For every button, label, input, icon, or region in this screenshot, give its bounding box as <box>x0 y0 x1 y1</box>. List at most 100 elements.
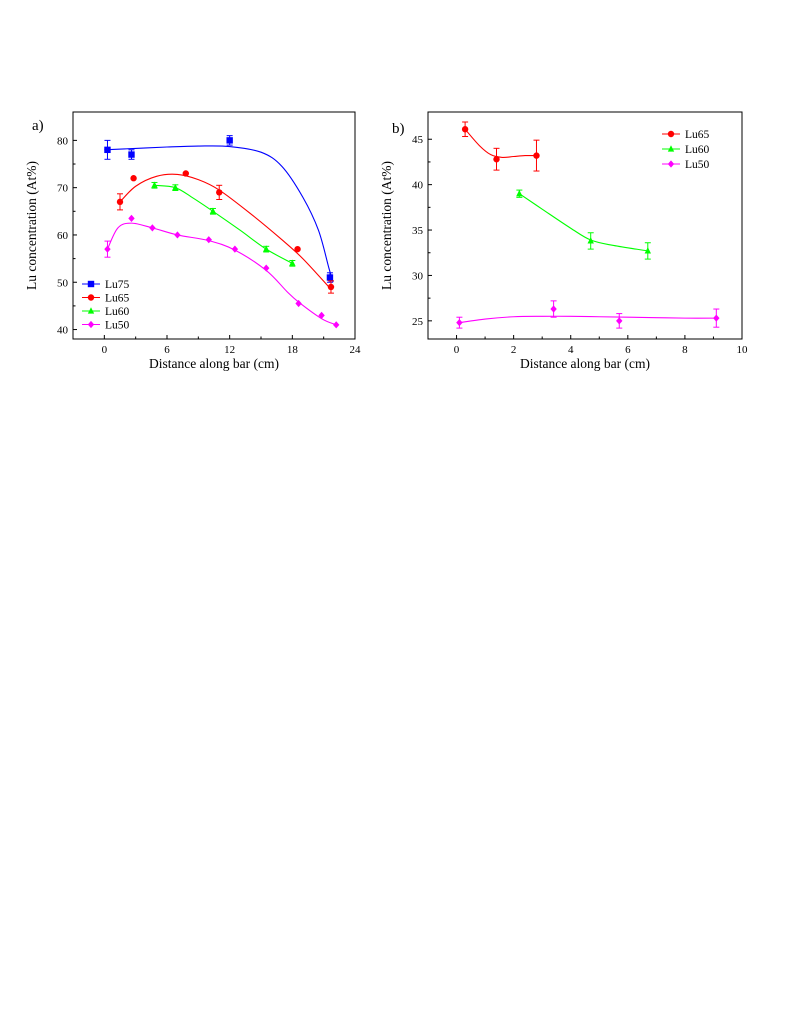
y-tick-label: 50 <box>57 277 69 289</box>
legend-marker <box>87 307 95 314</box>
legend-marker <box>87 320 95 329</box>
x-tick-label: 18 <box>287 344 299 356</box>
fit-curve-lu60 <box>154 184 293 264</box>
chart-panel-b: 0 2 4 6 8 10 25 30 35 40 45 Distance along bar (cm)… <box>379 111 748 371</box>
data-point-lu50 <box>550 305 557 313</box>
series-lu65 <box>461 121 540 172</box>
legend-entry-lu50: Lu50 <box>662 159 710 171</box>
data-point-lu60 <box>289 259 296 266</box>
x-tick-label: 2 <box>511 344 517 356</box>
data-point-lu75 <box>226 137 233 144</box>
data-point-lu60 <box>263 245 270 252</box>
fit-curve-lu50 <box>106 222 337 326</box>
data-point-lu60 <box>516 189 523 197</box>
y-tick-label: 80 <box>57 135 69 147</box>
data-point-lu50 <box>104 245 111 253</box>
y-tick-label: 40 <box>412 180 424 192</box>
panel-label: a) <box>32 118 44 134</box>
legend-entry-lu60: Lu60 <box>662 144 710 156</box>
data-point-lu60 <box>172 183 179 191</box>
fit-curve-lu75 <box>104 145 334 283</box>
fit-curve-lu65 <box>464 128 537 159</box>
data-point-lu50 <box>174 231 181 239</box>
legend-marker <box>87 280 95 288</box>
legend-label: Lu50 <box>105 320 130 332</box>
plot-frame <box>427 111 743 340</box>
x-axis-label: Distance along bar (cm) <box>520 356 650 371</box>
y-tick-label: 30 <box>412 270 424 282</box>
legend-label: Lu65 <box>105 293 130 305</box>
legend-marker <box>87 294 95 301</box>
fit-curve-lu60 <box>519 193 648 252</box>
legend-label: Lu60 <box>685 144 710 156</box>
x-tick-label: 4 <box>568 344 574 356</box>
legend-entry-lu50: Lu50 <box>82 320 130 332</box>
x-axis-label: Distance along bar (cm) <box>149 356 279 371</box>
data-point-lu60 <box>209 207 217 214</box>
chart-panel-a: 0 6 12 18 24 40 50 60 70 80 Distance along bar (cm… <box>24 111 362 371</box>
x-tick-label: 12 <box>224 344 235 356</box>
x-tick-label: 8 <box>682 344 688 356</box>
data-point-lu65 <box>533 152 540 159</box>
legend-entry-lu60: Lu60 <box>82 306 130 318</box>
x-tick-label: 0 <box>454 344 460 356</box>
legend-label: Lu75 <box>105 279 130 291</box>
y-tick-label: 25 <box>412 316 424 328</box>
data-point-lu65 <box>461 126 469 133</box>
data-point-lu65 <box>493 156 500 163</box>
data-point-lu60 <box>587 237 594 244</box>
legend-marker <box>667 145 675 152</box>
data-point-lu50 <box>333 321 340 329</box>
legend-entry-lu65: Lu65 <box>662 129 710 141</box>
data-point-lu50 <box>318 311 325 319</box>
data-point-lu50 <box>263 264 270 272</box>
data-point-lu50 <box>205 236 212 244</box>
data-point-lu65 <box>327 283 335 291</box>
data-point-lu65 <box>294 245 301 253</box>
legend-label: Lu65 <box>685 129 710 141</box>
y-tick-label: 40 <box>57 325 69 337</box>
y-tick-label: 60 <box>57 230 69 242</box>
legend-entry-lu65: Lu65 <box>82 293 130 305</box>
legend-entry-lu75: Lu75 <box>82 279 130 291</box>
data-point-lu50 <box>128 214 135 223</box>
data-point-lu65 <box>216 189 223 196</box>
data-point-lu50 <box>295 299 302 308</box>
data-point-lu50 <box>231 245 239 253</box>
y-axis-label: Lu concentration (At%) <box>24 161 39 290</box>
panel-label: b) <box>392 121 405 137</box>
fit-curve-lu65 <box>119 173 330 288</box>
x-tick-label: 24 <box>350 344 362 356</box>
legend-label: Lu50 <box>685 159 710 171</box>
x-tick-label: 6 <box>164 344 170 356</box>
series-lu65 <box>116 170 335 294</box>
data-point-lu65 <box>182 170 189 177</box>
legend-marker <box>667 160 675 168</box>
data-point-lu65 <box>116 198 124 206</box>
data-point-lu50 <box>149 224 156 232</box>
x-tick-label: 6 <box>625 344 631 356</box>
data-point-lu60 <box>151 181 158 188</box>
legend-label: Lu60 <box>105 306 130 318</box>
series-lu60 <box>151 181 296 267</box>
series-lu60 <box>516 189 651 260</box>
data-point-lu65 <box>130 175 137 182</box>
y-tick-label: 70 <box>57 183 69 195</box>
data-point-lu50 <box>456 319 463 327</box>
fit-curve-lu50 <box>459 315 717 324</box>
data-point-lu60 <box>644 247 651 254</box>
y-tick-label: 35 <box>412 225 424 237</box>
data-point-lu75 <box>104 146 111 154</box>
legend-marker <box>667 130 675 138</box>
x-tick-label: 0 <box>102 344 108 356</box>
series-lu50 <box>104 214 340 329</box>
series-lu75 <box>104 135 334 283</box>
series-lu50 <box>456 300 720 329</box>
y-axis-label: Lu concentration (At%) <box>379 161 394 290</box>
y-tick-label: 45 <box>412 134 424 146</box>
data-point-lu75 <box>326 274 334 281</box>
data-point-lu75 <box>128 151 135 158</box>
data-point-lu50 <box>713 314 720 322</box>
data-point-lu50 <box>616 317 623 325</box>
